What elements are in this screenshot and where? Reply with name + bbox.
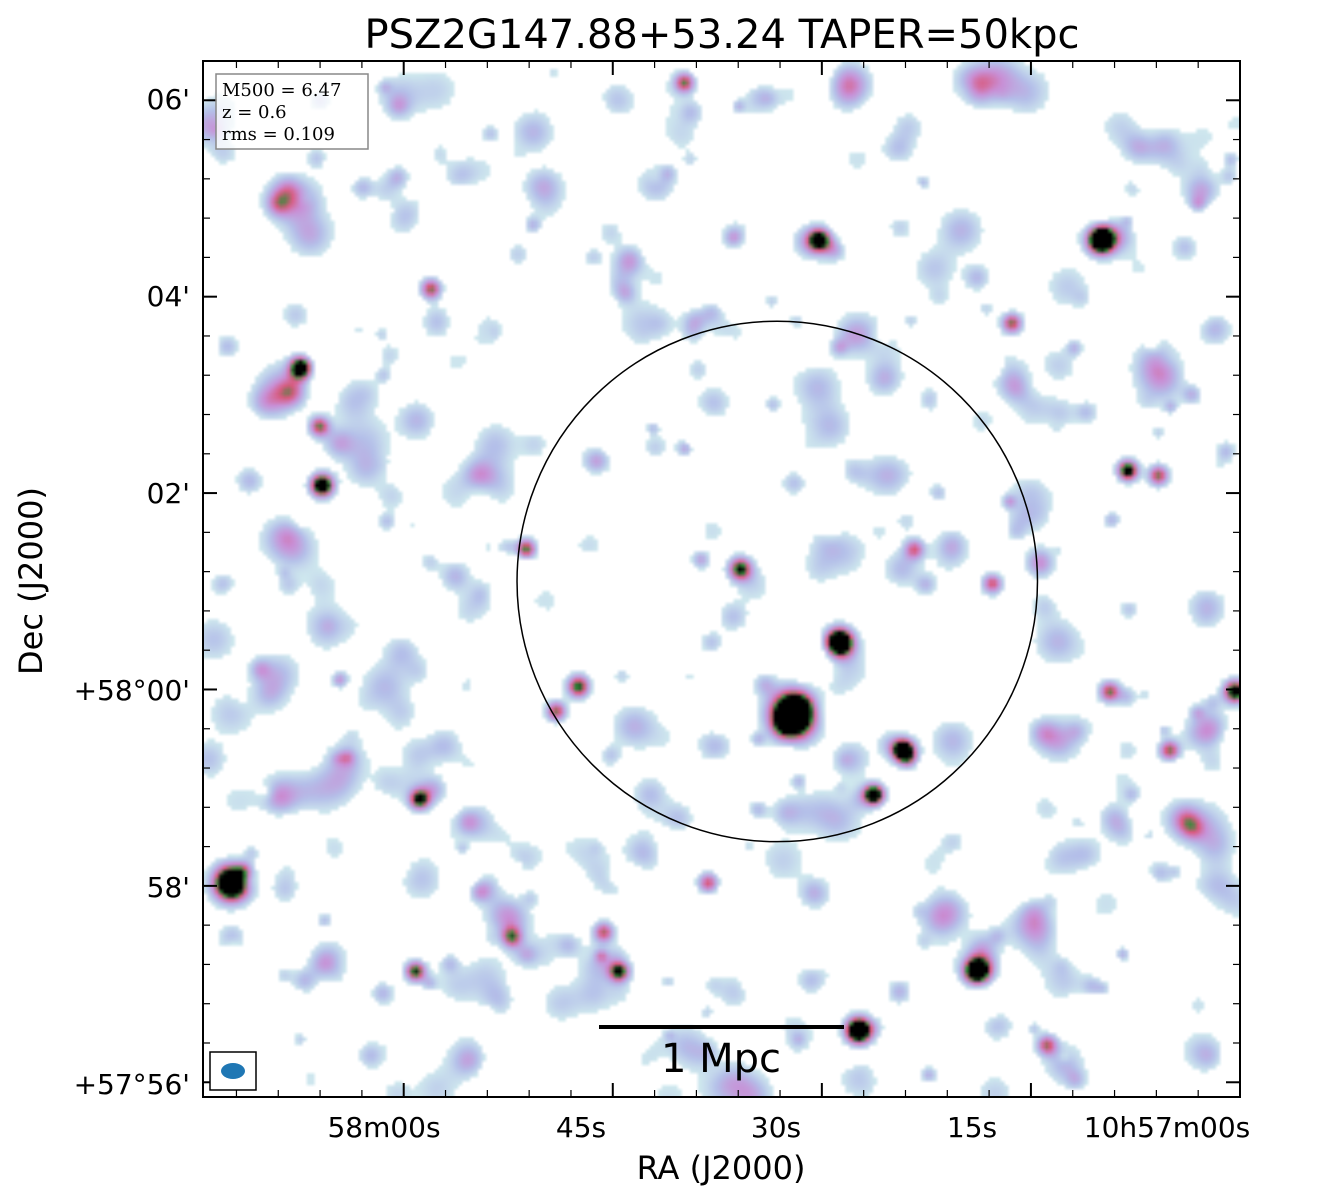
scale-bar-label: 1 Mpc [661, 1036, 781, 1082]
scale-bar: 1 Mpc [599, 1025, 844, 1082]
axes-frame [202, 60, 1241, 1098]
info-rms: rms = 0.109 [222, 124, 335, 145]
axis-ticks [203, 61, 1241, 1097]
r500-circle [516, 320, 1039, 843]
x-tick-label: 45s [556, 1111, 606, 1144]
y-tick-label: +58°00' [74, 674, 190, 707]
y-axis-label: Dec (J2000) [12, 487, 50, 675]
plot-area [203, 61, 1240, 1097]
beam-indicator [209, 1051, 257, 1091]
x-tick-label: 15s [947, 1111, 997, 1144]
x-tick-label: 10h57m00s [1084, 1111, 1251, 1144]
x-tick-labels: 58m00s 45s 30s 15s 10h57m00s [327, 1111, 1250, 1144]
y-tick-label: 06' [147, 83, 190, 116]
y-tick-labels: +57°56' 58' +58°00' 02' 04' 06' [74, 83, 190, 1101]
y-tick-label: +57°56' [74, 1068, 190, 1101]
info-redshift: z = 0.6 [222, 102, 287, 123]
beam-ellipse [221, 1063, 245, 1079]
x-tick-label: 30s [751, 1111, 801, 1144]
y-tick-label: 02' [147, 477, 190, 510]
info-box: M500 = 6.47 z = 0.6 rms = 0.109 [215, 73, 369, 150]
x-axis-label: RA (J2000) [637, 1149, 806, 1187]
y-tick-label: 58' [147, 871, 190, 904]
info-m500: M500 = 6.47 [222, 80, 341, 101]
y-tick-label: 04' [147, 280, 190, 313]
x-tick-label: 58m00s [327, 1111, 440, 1144]
radio-emission-map [203, 61, 1240, 1097]
chart-title: PSZ2G147.88+53.24 TAPER=50kpc [365, 12, 1080, 58]
